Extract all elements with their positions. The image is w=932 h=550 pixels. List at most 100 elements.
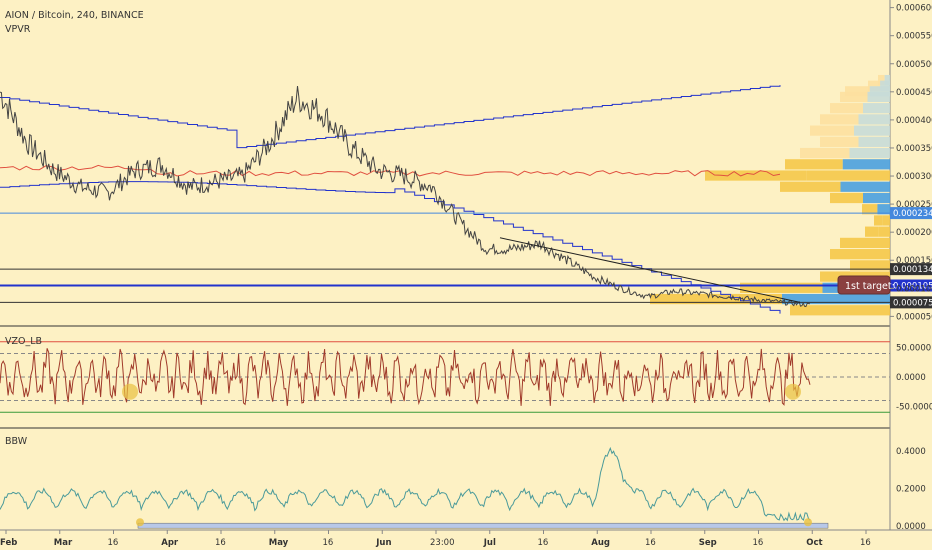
price-axis-label: 0.0001500 xyxy=(896,256,932,266)
vpvr-bar-buy xyxy=(650,293,782,305)
vpvr-bar-sell xyxy=(867,237,890,249)
vpvr-bar-buy xyxy=(840,237,868,249)
bbw-line xyxy=(0,446,811,522)
upper-band-line xyxy=(0,85,781,149)
vpvr-bar-sell xyxy=(872,260,890,271)
vpvr-label: VPVR xyxy=(5,24,31,35)
vpvr-bar-buy xyxy=(790,305,845,316)
level-tag-label: 0.0001342 xyxy=(893,265,932,275)
time-axis-label: 16 xyxy=(538,538,549,548)
vzo-axis-label: 50.0000 xyxy=(896,344,931,354)
price-axis[interactable]: 0.0006000 0.0005500 0.0005000 0.0004500 0.00… xyxy=(890,4,932,532)
vpvr-bar-sell xyxy=(858,136,890,147)
vpvr-bar-sell xyxy=(806,170,890,181)
vpvr-bar-buy xyxy=(874,215,883,226)
time-axis-label: 16 xyxy=(645,538,656,548)
price-axis-label: 0.0002000 xyxy=(896,228,932,238)
vpvr-bar-sell xyxy=(863,192,890,204)
level-tag xyxy=(890,279,932,292)
vpvr-bar-sell xyxy=(867,91,890,103)
vpvr-bar-sell xyxy=(854,125,890,136)
vpvr-bar-sell xyxy=(877,204,890,215)
time-axis-label: May xyxy=(269,538,289,548)
vpvr-bar-buy xyxy=(845,86,870,97)
time-axis-label: Jul xyxy=(483,538,496,548)
vpvr-bar-sell xyxy=(869,86,890,97)
time-axis-label: Mar xyxy=(54,538,73,548)
vzo-line xyxy=(0,348,811,406)
bbw-axis-label: 0.2000 xyxy=(896,484,926,494)
vpvr-bar-sell xyxy=(840,181,890,192)
target-annotation-label: 1st target: xyxy=(845,281,895,292)
vpvr-histogram xyxy=(650,74,890,316)
vpvr-bar-buy xyxy=(865,226,879,237)
vpvr-bar-buy xyxy=(705,170,807,181)
vpvr-bar-buy xyxy=(878,74,885,86)
target-annotation[interactable]: 1st target: xyxy=(837,275,895,295)
bbw-pane xyxy=(0,446,829,529)
vpvr-bar-sell xyxy=(884,74,890,86)
vpvr-bar-sell xyxy=(845,305,890,316)
price-line xyxy=(0,86,811,308)
vpvr-bar-sell xyxy=(782,293,890,305)
time-axis-label: 16 xyxy=(753,538,764,548)
bbw-label: BBW xyxy=(5,436,28,447)
time-axis[interactable]: Feb Mar 16 Apr 16 May 16 Jun 23:00 Jul 16 Aug 16 Sep 1… xyxy=(0,530,871,548)
vpvr-bar-sell xyxy=(878,226,890,237)
vpvr-bar-buy xyxy=(868,80,881,91)
vpvr-bar-buy xyxy=(830,103,863,114)
level-tag xyxy=(890,207,932,220)
vpvr-bar-sell xyxy=(882,215,890,226)
price-axis-label: 0.0006000 xyxy=(896,4,932,14)
time-axis-label: 16 xyxy=(323,538,334,548)
vzo-axis-label: -50.0000 xyxy=(896,402,932,412)
price-axis-label: 0.0001000 xyxy=(896,284,932,294)
vzo-highlight-2 xyxy=(785,383,801,400)
chart-title: AION / Bitcoin, 240, BINANCE xyxy=(5,10,144,21)
vpvr-bar-buy xyxy=(830,249,863,260)
price-axis-label: 0.0003500 xyxy=(896,144,932,154)
level-tag xyxy=(890,263,932,276)
bbw-squeeze-box xyxy=(137,522,829,529)
time-axis-label: 16 xyxy=(860,538,871,548)
vzo-pane xyxy=(0,341,890,413)
time-axis-label: Jun xyxy=(375,538,391,548)
time-axis-label: 16 xyxy=(215,538,226,548)
price-axis-label: 0.0005000 xyxy=(896,60,932,70)
blue-band-lines xyxy=(0,85,781,314)
level-tag-label: 0.0000750 xyxy=(893,298,932,308)
vpvr-bar-buy xyxy=(840,91,868,103)
vpvr-bar-buy xyxy=(862,204,878,215)
time-axis-label: Apr xyxy=(161,538,179,548)
vpvr-bar-buy xyxy=(820,136,859,147)
vpvr-bar-buy xyxy=(785,159,843,170)
vpvr-bar-buy xyxy=(780,181,841,192)
price-axis-label: 0.0003000 xyxy=(896,172,932,182)
vpvr-bar-sell xyxy=(863,103,890,114)
vpvr-bar-sell xyxy=(849,147,890,159)
bbw-axis-label: 0.4000 xyxy=(896,447,926,457)
bbw-axis-label: 0.0000 xyxy=(896,522,926,532)
time-axis-label: Sep xyxy=(699,538,717,548)
time-axis-label: 23:00 xyxy=(430,538,455,548)
level-tag xyxy=(890,296,932,309)
vpvr-bar-buy xyxy=(800,147,850,159)
price-axis-label: 0.0002500 xyxy=(896,200,932,210)
vzo-highlight-1 xyxy=(122,383,138,400)
bbw-highlight-2 xyxy=(804,518,812,527)
time-axis-label: Feb xyxy=(0,538,17,548)
time-axis-label: Oct xyxy=(806,538,822,548)
price-series xyxy=(0,86,811,308)
price-axis-label: 0.0004500 xyxy=(896,88,932,98)
trendline-path xyxy=(499,237,801,303)
price-axis-label: 0.0005500 xyxy=(896,32,932,42)
vpvr-bar-sell xyxy=(858,114,890,125)
vpvr-bar-buy xyxy=(830,192,863,204)
chart-background xyxy=(0,0,890,550)
time-axis-label: Aug xyxy=(591,538,610,548)
